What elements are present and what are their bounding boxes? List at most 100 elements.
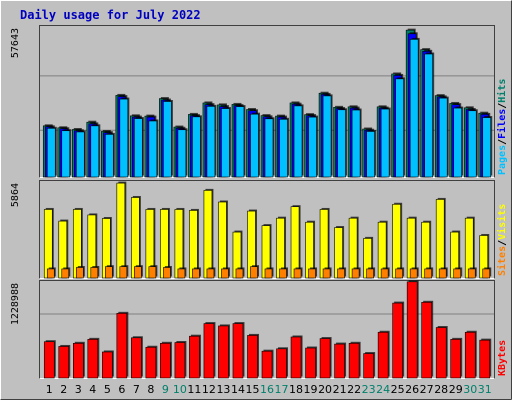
- bar-pages-day-7: [134, 118, 143, 178]
- bar-visits-day-13: [218, 201, 227, 279]
- bar-kbytes-day-22: [348, 343, 360, 379]
- bar-pages-day-8: [148, 120, 158, 178]
- bar-kbytes-day-16: [261, 350, 273, 379]
- bar-visits-day-25: [392, 203, 401, 279]
- bar-kbytes-day-7: [131, 337, 142, 379]
- day-label: 30: [463, 383, 477, 396]
- legend-separator: /: [497, 139, 508, 145]
- legend-hits: Hits: [496, 79, 508, 103]
- day-label: 11: [187, 383, 201, 396]
- bar-visits-day-6: [116, 182, 126, 279]
- panel-2-legend: Sites/Visits: [496, 204, 508, 276]
- bar-sites-day-17: [279, 268, 287, 279]
- day-label: 16: [260, 383, 274, 396]
- bar-sites-day-16: [264, 268, 273, 279]
- day-label: 10: [173, 383, 187, 396]
- bar-sites-day-30: [467, 268, 476, 279]
- bar-pages-day-18: [293, 105, 303, 178]
- bar-pages-day-30: [467, 110, 477, 178]
- bar-kbytes-day-5: [102, 351, 113, 379]
- bar-pages-day-4: [90, 125, 100, 178]
- bar-sites-day-13: [221, 268, 229, 279]
- day-label: 21: [333, 383, 347, 396]
- bar-kbytes-day-23: [363, 353, 374, 379]
- bar-visits-day-28: [435, 199, 445, 279]
- bar-pages-day-19: [308, 116, 317, 178]
- bar-pages-day-11: [192, 116, 201, 178]
- day-label: 19: [304, 383, 318, 396]
- day-label: 13: [216, 383, 230, 396]
- bar-sites-day-9: [163, 267, 171, 279]
- day-label: 26: [405, 383, 419, 396]
- bar-kbytes-day-20: [319, 338, 331, 379]
- day-label: 28: [434, 383, 448, 396]
- bar-kbytes-day-6: [116, 313, 128, 379]
- bar-pages-day-2: [61, 130, 71, 178]
- bar-pages-day-10: [177, 129, 187, 178]
- bar-sites-day-26: [409, 268, 418, 279]
- bar-sites-day-15: [250, 266, 258, 279]
- bar-pages-day-22: [351, 109, 361, 178]
- bar-pages-day-13: [221, 108, 230, 178]
- bar-kbytes-day-11: [189, 335, 200, 379]
- bar-sites-day-19: [308, 268, 316, 279]
- bar-sites-day-21: [337, 268, 345, 279]
- bar-sites-day-23: [366, 268, 374, 279]
- legend-pages: Pages: [497, 145, 508, 175]
- bar-kbytes-day-9: [160, 343, 171, 379]
- bar-kbytes-day-3: [72, 343, 84, 379]
- bar-sites-day-2: [61, 268, 70, 279]
- bar-sites-day-5: [105, 266, 113, 279]
- bar-sites-day-1: [46, 268, 55, 279]
- day-label: 15: [245, 383, 259, 396]
- bar-sites-day-22: [351, 268, 360, 279]
- legend-files: Files: [496, 109, 508, 139]
- bar-pages-day-14: [235, 106, 245, 178]
- day-label: 3: [75, 383, 82, 396]
- bar-kbytes-day-13: [218, 325, 229, 379]
- bar-pages-day-31: [482, 117, 492, 178]
- day-label: 14: [231, 383, 245, 396]
- day-label: 1: [46, 383, 53, 396]
- day-label: 20: [318, 383, 332, 396]
- day-label: 25: [391, 383, 405, 396]
- day-label: 5: [104, 383, 111, 396]
- legend-sites: Sites: [496, 246, 508, 276]
- bar-sites-day-7: [134, 266, 142, 279]
- bar-sites-day-28: [438, 268, 447, 279]
- panel-1-legend: Pages/Files/Hits: [496, 79, 508, 175]
- chart-title: Daily usage for July 2022: [20, 8, 201, 22]
- bar-kbytes-day-2: [58, 346, 70, 379]
- panel-3-ytick-label: 1228988: [10, 283, 21, 325]
- bar-pages-day-5: [105, 134, 114, 178]
- bar-pages-day-23: [366, 131, 375, 178]
- bar-kbytes-day-31: [479, 339, 491, 379]
- bar-sites-day-3: [75, 267, 84, 279]
- bar-pages-day-15: [250, 113, 259, 178]
- bar-pages-day-17: [279, 118, 288, 178]
- bar-kbytes-day-27: [421, 301, 432, 379]
- bar-sites-day-8: [148, 266, 157, 279]
- bar-pages-day-20: [322, 95, 332, 178]
- bar-pages-day-9: [163, 101, 172, 178]
- bar-sites-day-25: [395, 268, 403, 279]
- day-label: 27: [420, 383, 434, 396]
- day-label: 8: [147, 383, 154, 396]
- day-label: 22: [347, 383, 361, 396]
- day-label: 4: [89, 383, 96, 396]
- bar-kbytes-day-18: [290, 336, 302, 379]
- bar-pages-day-26: [409, 39, 419, 178]
- day-label: 18: [289, 383, 303, 396]
- bar-sites-day-11: [192, 268, 200, 279]
- bar-kbytes-day-30: [464, 331, 476, 379]
- bar-sites-day-18: [293, 268, 302, 279]
- panel-2-ytick-label: 5864: [10, 183, 21, 207]
- day-label: 12: [202, 383, 216, 396]
- bar-kbytes-day-12: [203, 323, 215, 379]
- bar-kbytes-day-24: [377, 331, 389, 379]
- bar-visits-day-12: [203, 190, 213, 279]
- bar-kbytes-day-28: [435, 327, 447, 379]
- bar-sites-day-10: [177, 268, 186, 279]
- bar-kbytes-day-8: [145, 346, 157, 379]
